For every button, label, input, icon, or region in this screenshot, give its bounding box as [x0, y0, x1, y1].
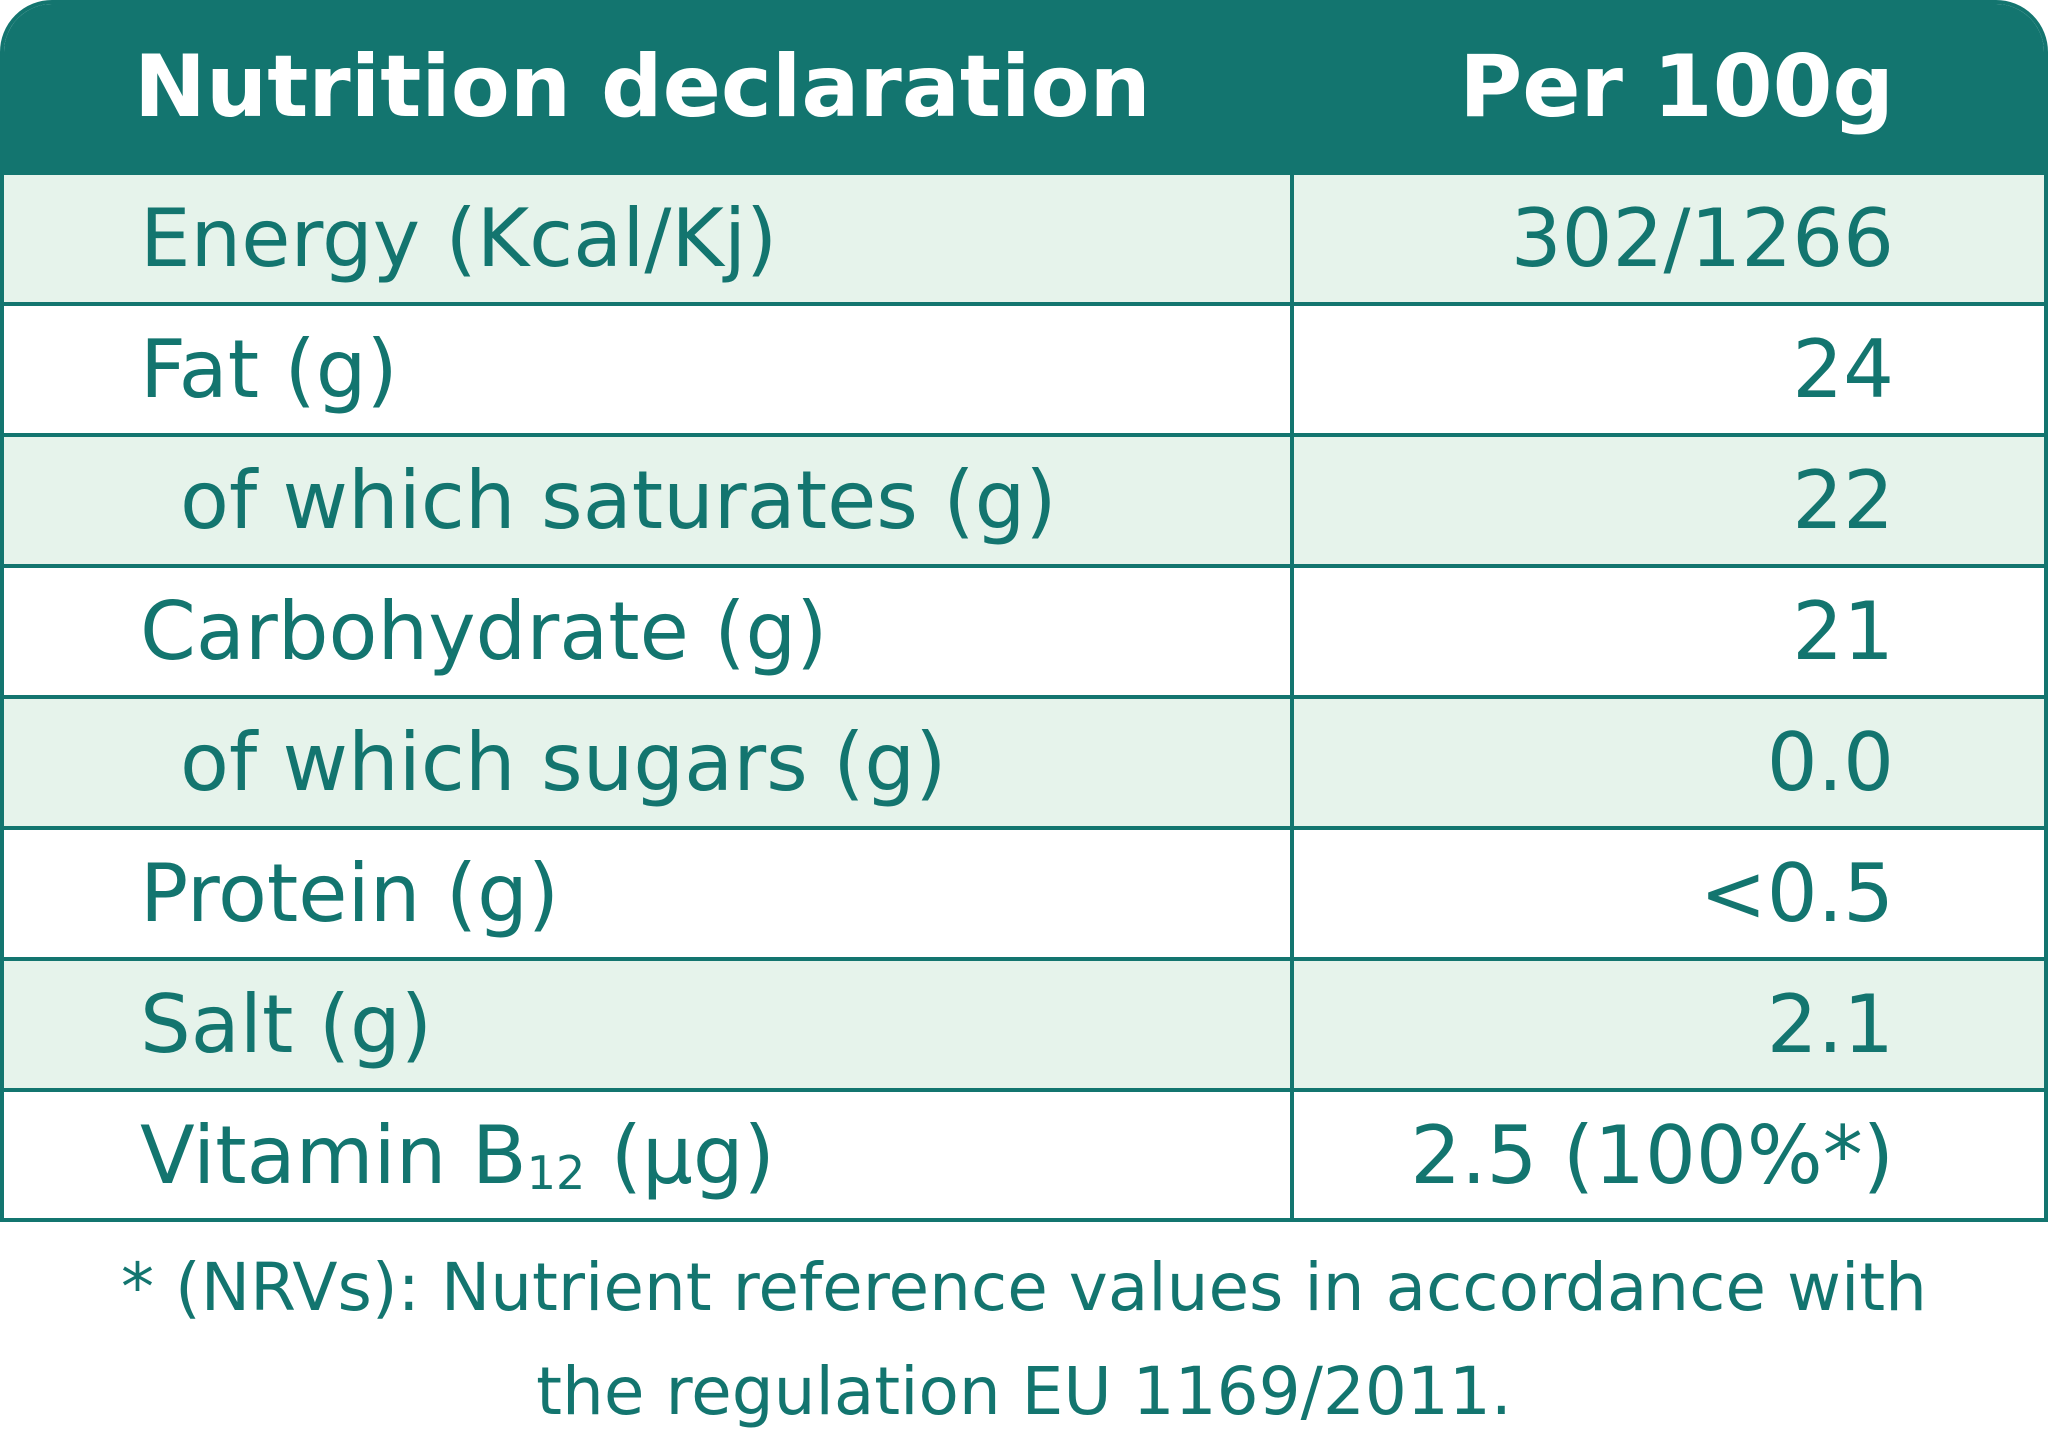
- row-value: 22: [1792, 454, 1894, 547]
- row-label: of which saturates (g): [180, 454, 1057, 547]
- table-row: Salt (g) 2.1: [4, 957, 2044, 1088]
- table-row: Fat (g) 24: [4, 302, 2044, 433]
- column-divider: [1290, 4, 1294, 1218]
- table-row: Protein (g) <0.5: [4, 826, 2044, 957]
- row-label: Carbohydrate (g): [140, 585, 828, 678]
- row-value: 0.0: [1766, 716, 1894, 809]
- row-value: 302/1266: [1510, 192, 1894, 285]
- row-value: <0.5: [1699, 847, 1894, 940]
- row-label: Energy (Kcal/Kj): [140, 192, 778, 285]
- header-label: Nutrition declaration: [134, 37, 1151, 137]
- row-value: 21: [1792, 585, 1894, 678]
- table-row: Vitamin B12 (µg) 2.5 (100%*): [4, 1088, 2044, 1218]
- row-label: Salt (g): [140, 978, 433, 1071]
- table-row: of which saturates (g) 22: [4, 433, 2044, 564]
- row-label: Fat (g): [140, 323, 398, 416]
- vitamin-label-subscript: 12: [526, 1146, 586, 1200]
- row-value: 24: [1792, 323, 1894, 416]
- nutrition-table: Nutrition declaration Per 100g Energy (K…: [0, 0, 2048, 1222]
- footnote-line: the regulation EU 1169/2011.: [536, 1353, 1512, 1430]
- table-row: Energy (Kcal/Kj) 302/1266: [4, 171, 2044, 302]
- footnote-line: * (NRVs): Nutrient reference values in a…: [120, 1249, 1928, 1326]
- footnote: * (NRVs): Nutrient reference values in a…: [0, 1236, 2048, 1444]
- row-label: Vitamin B12 (µg): [140, 1092, 775, 1218]
- header-value: Per 100g: [1459, 37, 1894, 137]
- row-label: Protein (g): [140, 847, 560, 940]
- row-value: 2.5 (100%*): [1410, 1109, 1894, 1202]
- table-row: of which sugars (g) 0.0: [4, 695, 2044, 826]
- row-label: of which sugars (g): [180, 716, 947, 809]
- vitamin-label-main: Vitamin B: [140, 1109, 527, 1202]
- table-row: Carbohydrate (g) 21: [4, 564, 2044, 695]
- row-value: 2.1: [1766, 978, 1894, 1071]
- vitamin-label-unit: (µg): [585, 1109, 775, 1202]
- table-header: Nutrition declaration Per 100g: [4, 4, 2044, 171]
